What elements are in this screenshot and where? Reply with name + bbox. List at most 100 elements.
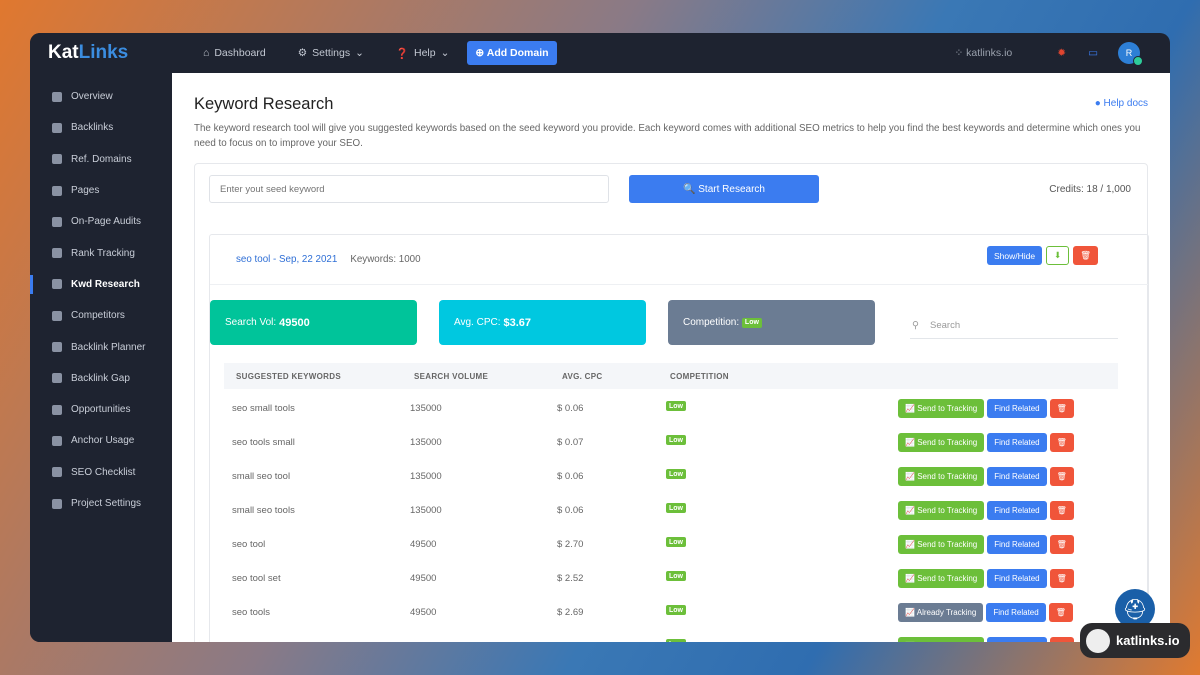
- tracking-label: Send to Tracking: [917, 540, 978, 549]
- support-icon[interactable]: ⛑: [1115, 589, 1155, 629]
- watermark-text: katlinks.io: [1116, 633, 1180, 648]
- table-row: small seo tools 135000 $ 0.06 Low 📈 Send to …: [224, 495, 1118, 529]
- sidebar-icon: [52, 310, 62, 321]
- sidebar-item-label: Rank Tracking: [71, 247, 135, 259]
- gear-icon: ⚙: [297, 47, 308, 59]
- col-volume[interactable]: SEARCH VOLUME: [414, 372, 489, 381]
- sidebar-icon: [52, 404, 62, 415]
- volume: 49500: [410, 607, 437, 618]
- cpc: $ 0.06: [557, 471, 584, 482]
- sidebar-item-competitors[interactable]: Competitors: [30, 300, 172, 331]
- keyword: seo tools small: [232, 437, 295, 448]
- find-related-button[interactable]: Find Related: [987, 569, 1047, 588]
- domain-label: katlinks.io: [966, 47, 1013, 59]
- cpc-value: $3.67: [503, 316, 532, 329]
- send-to-tracking-button[interactable]: 📈 Send to Tracking: [898, 399, 985, 418]
- find-related-button[interactable]: Find Related: [987, 433, 1047, 452]
- sidebar-icon: [52, 373, 62, 384]
- volume: 135000: [410, 403, 442, 414]
- show-hide-button[interactable]: Show/Hide: [986, 246, 1043, 265]
- keyword: tools for seo: [232, 641, 284, 642]
- tracking-label: Already Tracking: [916, 608, 977, 617]
- find-related-button[interactable]: Find Related: [987, 637, 1047, 642]
- volume: 135000: [410, 437, 442, 448]
- sidebar-icon: [52, 342, 62, 353]
- find-related-button[interactable]: Find Related: [987, 467, 1047, 486]
- chevron-down-icon: ⌄: [440, 47, 450, 59]
- help-icon: ❓: [395, 47, 409, 60]
- sidebar-item-label: Kwd Research: [71, 278, 140, 290]
- delete-row-button[interactable]: 🗑: [1049, 501, 1074, 520]
- sidebar-item-ref-domains[interactable]: Ref. Domains: [30, 144, 172, 175]
- col-keyword[interactable]: SUGGESTED KEYWORDS: [236, 372, 341, 381]
- send-to-tracking-button[interactable]: 📈 Send to Tracking: [898, 535, 985, 554]
- col-cpc[interactable]: AVG. CPC: [562, 372, 603, 381]
- help-docs-link[interactable]: ● Help docs: [1094, 98, 1148, 109]
- delete-row-button[interactable]: 🗑: [1049, 535, 1074, 554]
- delete-result-button[interactable]: 🗑: [1073, 246, 1098, 265]
- delete-row-button[interactable]: 🗑: [1049, 433, 1074, 452]
- delete-row-button[interactable]: 🗑: [1049, 569, 1074, 588]
- sidebar-item-kwd-research[interactable]: Kwd Research: [30, 269, 172, 300]
- nav-settings[interactable]: ⚙ Settings ⌄: [298, 47, 364, 59]
- sidebar-item-project-settings[interactable]: Project Settings: [30, 488, 172, 519]
- sidebar-item-overview[interactable]: Overview: [30, 81, 172, 112]
- delete-row-button[interactable]: 🗑: [1049, 467, 1074, 486]
- find-related-button[interactable]: Find Related: [986, 603, 1046, 622]
- research-card: 🔍 Start Research Credits: 18 / 1,000 seo…: [194, 163, 1149, 642]
- add-domain-button[interactable]: ⊕ Add Domain: [467, 41, 557, 65]
- dashboard-label: Dashboard: [214, 47, 266, 59]
- start-research-button[interactable]: 🔍 Start Research: [629, 175, 819, 203]
- sidebar-item-backlinks[interactable]: Backlinks: [30, 112, 172, 143]
- sidebar-item-opportunities[interactable]: Opportunities: [30, 394, 172, 425]
- vol-label: Search Vol:: [225, 317, 277, 328]
- send-to-tracking-button[interactable]: 📈 Send to Tracking: [898, 433, 985, 452]
- competition-badge: Low: [666, 469, 686, 479]
- result-link[interactable]: seo tool - Sep, 22 2021: [236, 254, 338, 265]
- sidebar-item-on-page-audits[interactable]: On-Page Audits: [30, 206, 172, 237]
- download-button[interactable]: ⬇: [1046, 246, 1070, 265]
- tracking-label: Send to Tracking: [917, 574, 978, 583]
- sidebar-icon: [52, 248, 62, 259]
- bug-icon[interactable]: ✹: [1057, 47, 1067, 59]
- tracking-label: Send to Tracking: [917, 404, 978, 413]
- comp-badge: Low: [741, 317, 762, 328]
- page-description: The keyword research tool will give you …: [194, 123, 1141, 149]
- sidebar-item-rank-tracking[interactable]: Rank Tracking: [30, 237, 172, 268]
- send-to-tracking-button[interactable]: 📈 Send to Tracking: [898, 501, 985, 520]
- sidebar-icon: [52, 467, 62, 478]
- delete-row-button[interactable]: 🗑: [1048, 603, 1073, 622]
- chevron-down-icon: ⌄: [355, 47, 364, 59]
- seed-keyword-input[interactable]: [209, 175, 609, 203]
- delete-row-button[interactable]: 🗑: [1049, 399, 1074, 418]
- send-to-tracking-button[interactable]: 📈 Send to Tracking: [898, 569, 985, 588]
- sidebar-item-backlink-planner[interactable]: Backlink Planner: [30, 331, 172, 362]
- avatar[interactable]: R: [1118, 42, 1143, 66]
- competition-badge: Low: [666, 639, 686, 642]
- sidebar-item-anchor-usage[interactable]: Anchor Usage: [30, 425, 172, 456]
- domain-switcher[interactable]: ⁘ katlinks.io: [954, 47, 1013, 59]
- col-competition[interactable]: COMPETITION: [670, 372, 729, 381]
- send-to-tracking-button[interactable]: 📈 Send to Tracking: [898, 637, 985, 642]
- keyword: small seo tool: [232, 471, 291, 482]
- send-to-tracking-button[interactable]: 📈 Already Tracking: [898, 603, 984, 622]
- sidebar-item-pages[interactable]: Pages: [30, 175, 172, 206]
- find-related-button[interactable]: Find Related: [987, 399, 1047, 418]
- nav-dashboard[interactable]: ⌂ Dashboard: [203, 47, 266, 59]
- delete-row-button[interactable]: 🗑: [1049, 637, 1074, 642]
- cpc: $ 0.06: [557, 403, 584, 414]
- find-related-button[interactable]: Find Related: [987, 501, 1047, 520]
- logo[interactable]: Kat Links: [48, 42, 129, 63]
- sidebar-item-seo-checklist[interactable]: SEO Checklist: [30, 457, 172, 488]
- send-to-tracking-button[interactable]: 📈 Send to Tracking: [898, 467, 985, 486]
- competition-badge: Low: [666, 435, 686, 445]
- volume: 135000: [410, 471, 442, 482]
- sidebar-item-backlink-gap[interactable]: Backlink Gap: [30, 363, 172, 394]
- find-related-button[interactable]: Find Related: [987, 535, 1047, 554]
- cpc: $ 2.69: [557, 607, 584, 618]
- topbar: ⌂ Dashboard ⚙ Settings ⌄ ❓ Help ⌄ ⊕ Add Domai…: [172, 33, 1170, 73]
- nav-help[interactable]: ❓ Help ⌄: [396, 47, 450, 60]
- table-search-input[interactable]: ⚲ Search: [910, 313, 1118, 339]
- keyboard-icon[interactable]: ▭: [1088, 47, 1098, 59]
- cpc: $ 0.06: [557, 505, 584, 516]
